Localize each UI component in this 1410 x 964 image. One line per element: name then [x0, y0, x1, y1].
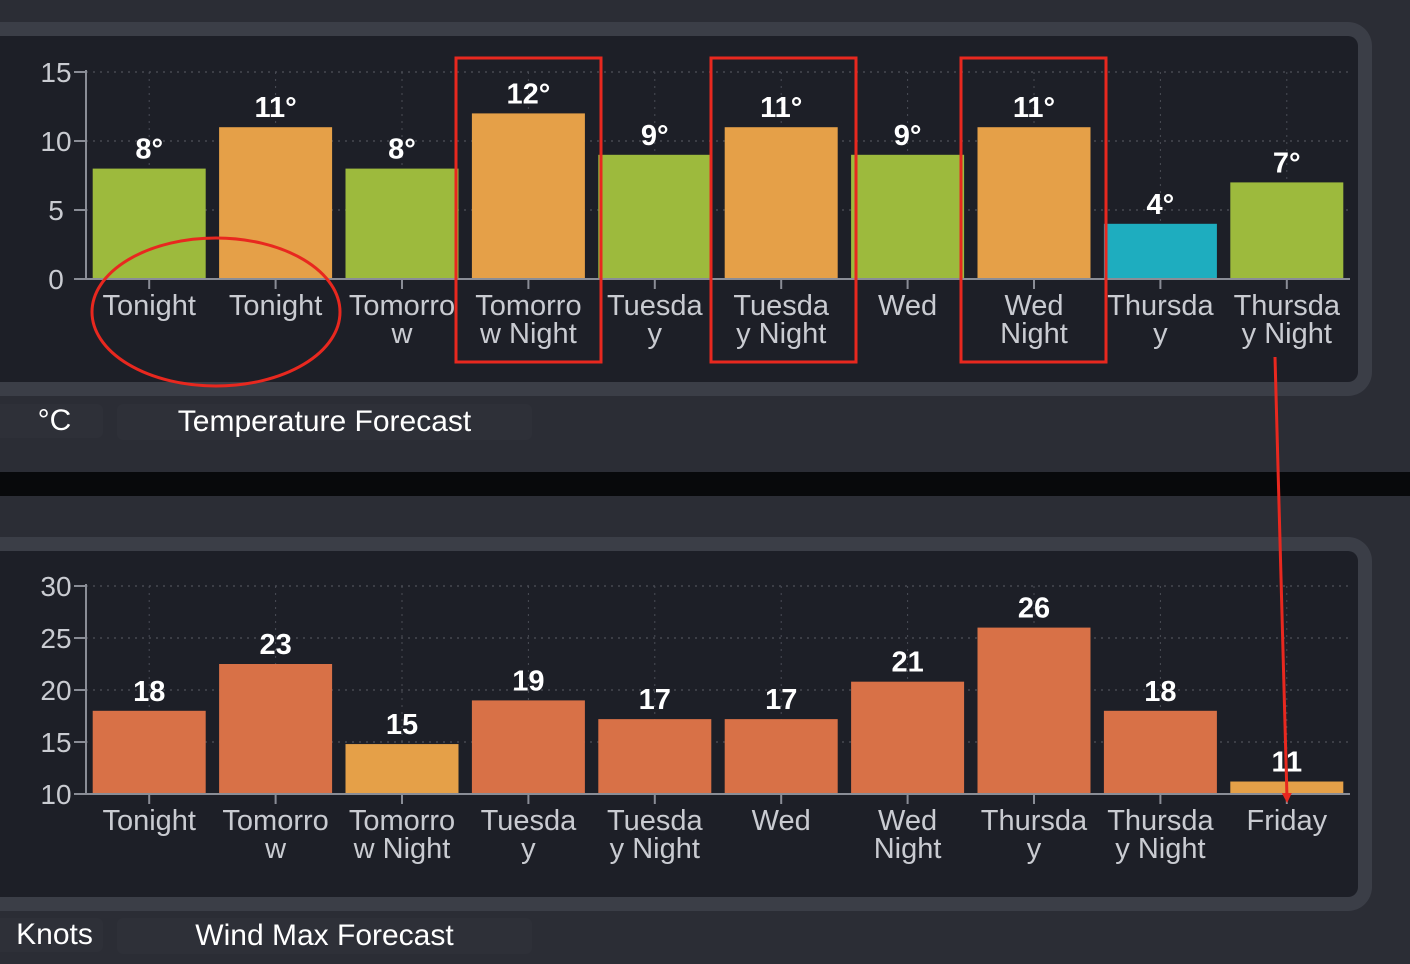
wind-ytick-label: 25: [40, 623, 71, 654]
wind-xtick-label: Wed: [752, 805, 811, 837]
wind-value-label: 17: [765, 684, 797, 716]
wind-value-label: 18: [1144, 676, 1176, 708]
wind-value-label: 17: [639, 684, 671, 716]
temp-ytick-label: 5: [48, 195, 64, 226]
wind-unit-label: Knots: [0, 918, 103, 952]
temp-xtick-label: Wed: [878, 290, 937, 322]
wind-ytick-label: 15: [40, 727, 71, 758]
temperature-chart-title: Temperature Forecast: [117, 404, 532, 440]
temp-value-label: 8°: [388, 134, 416, 166]
wind-bar: [851, 681, 965, 794]
temp-bar: [851, 154, 965, 279]
temp-xtick-label: Tuesda y: [607, 290, 704, 350]
wind-bar: [977, 627, 1091, 794]
wind-value-label: 15: [386, 709, 418, 741]
wind-xtick-label: Tuesda y: [481, 805, 578, 865]
temp-bar: [1230, 182, 1344, 279]
wind-xtick-label: Tonight: [102, 805, 196, 837]
temp-ytick-label: 10: [40, 126, 71, 157]
wind-ytick-label: 30: [40, 571, 71, 602]
temp-ytick-label: 0: [48, 264, 64, 295]
temp-value-label: 11°: [254, 92, 296, 124]
wind-bar: [1230, 781, 1344, 794]
wind-bar: [92, 710, 206, 794]
wind-xtick-label: Thursda y: [981, 805, 1088, 865]
temp-value-label: 8°: [135, 134, 163, 166]
wind-bar: [724, 719, 838, 794]
wind-bar: [219, 664, 333, 794]
wind-value-label: 21: [891, 647, 923, 679]
wind-value-label: 23: [259, 629, 291, 661]
temp-xtick-label: Thursda y Night: [1234, 290, 1341, 350]
temp-value-label: 4°: [1147, 189, 1175, 221]
wind-value-label: 18: [133, 676, 165, 708]
wind-ytick-label: 20: [40, 675, 71, 706]
wind-xtick-label: Tomorro w Night: [349, 805, 455, 865]
wind-value-label: 19: [512, 665, 544, 697]
chart-separator: [0, 472, 1410, 496]
wind-xtick-label: Tuesda y Night: [607, 805, 704, 865]
temp-value-label: 7°: [1273, 147, 1301, 179]
wind-ytick-label: 10: [40, 779, 71, 810]
wind-value-label: 26: [1018, 593, 1050, 625]
wind-chart-title: Wind Max Forecast: [117, 918, 532, 954]
temp-ytick-label: 15: [40, 57, 71, 88]
temperature-unit-label: °C: [0, 404, 103, 438]
temp-value-label: 9°: [894, 120, 922, 152]
wind-bar: [598, 719, 712, 794]
wind-xtick-label: Friday: [1247, 805, 1328, 837]
temp-xtick-label: Thursda y: [1107, 290, 1214, 350]
wind-xtick-label: Thursda y Night: [1107, 805, 1214, 865]
wind-xtick-label: Tomorro w: [222, 805, 328, 865]
temp-value-label: 9°: [641, 120, 669, 152]
wind-bar: [345, 744, 459, 794]
temp-bar: [1103, 223, 1217, 279]
temp-xtick-label: Tomorro w: [349, 290, 455, 350]
temp-bar: [598, 154, 712, 279]
wind-bar: [471, 700, 585, 794]
wind-value-label: 11: [1271, 747, 1302, 779]
wind-xtick-label: Wed Night: [874, 805, 942, 865]
temp-bar: [345, 168, 459, 279]
wind-bar: [1103, 710, 1217, 794]
